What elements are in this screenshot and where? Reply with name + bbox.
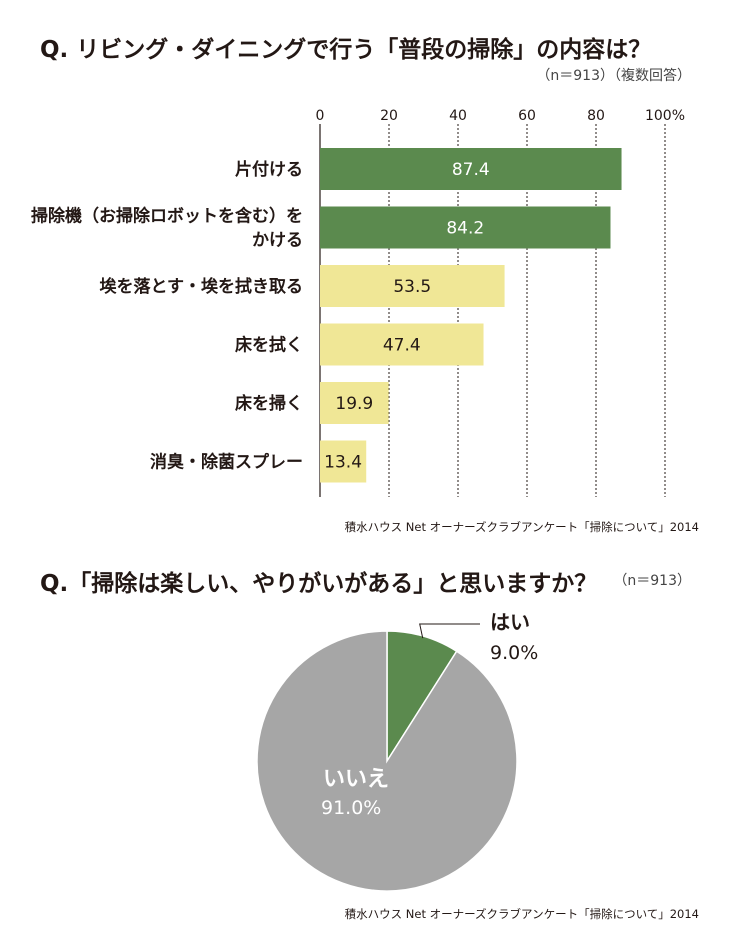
bar-chart-title: Q. リビング・ダイニングで行う「普段の掃除」の内容は？ [40, 37, 652, 63]
x-tick-label: 100% [645, 108, 685, 124]
pie-chart-title: Q.「掃除は楽しい、やりがいがある」と思いますか？ [40, 571, 598, 597]
category-label: 掃除機（お掃除ロボットを含む）を [31, 206, 303, 227]
bar [320, 148, 622, 190]
bar-chart-subtitle: （n＝913）（複数回答） [536, 68, 691, 84]
bar [320, 206, 611, 249]
bar-value-label: 13.4 [324, 453, 362, 473]
leader-line [419, 623, 480, 639]
category-label: 埃を落とす・埃を拭き取る [100, 276, 304, 297]
category-label: かける [252, 231, 303, 251]
x-tick-label: 0 [316, 108, 325, 124]
pie-value-label: 91.0% [321, 797, 381, 819]
bar [320, 440, 367, 483]
bar-value-label: 19.9 [335, 394, 373, 414]
pie-value-label: 9.0% [490, 642, 538, 664]
pie-chart-subtitle: （n＝913） [613, 573, 691, 589]
bar [320, 323, 484, 366]
x-tick-label: 20 [380, 108, 398, 124]
bar-value-label: 47.4 [383, 336, 421, 356]
x-tick-label: 40 [449, 108, 467, 124]
bar-chart: 0 20 40 60 80 100% 87.4 片付ける 84.2 掃除機（お掃除ロボットを含む）… [31, 108, 685, 497]
bar [320, 265, 505, 307]
category-label: 消臭・除菌スプレー [150, 452, 303, 473]
x-tick-label: 60 [518, 108, 536, 124]
pie-slice-label: はい [490, 610, 530, 634]
bar-chart-source: 積水ハウス Net オーナーズクラブアンケート「掃除について」2014 [344, 520, 699, 534]
pie-chart-source: 積水ハウス Net オーナーズクラブアンケート「掃除について」2014 [344, 907, 699, 921]
bar-value-label: 84.2 [446, 219, 484, 239]
category-label: 床を拭く [235, 335, 303, 356]
bar-value-label: 53.5 [393, 277, 431, 297]
pie-slice-label: いいえ [323, 767, 389, 792]
x-tick-label: 80 [587, 108, 605, 124]
category-label: 片付ける [235, 159, 303, 180]
bar-value-label: 87.4 [452, 160, 490, 180]
bar [320, 382, 389, 424]
pie-slice [256, 630, 518, 892]
category-label: 床を掃く [235, 393, 303, 414]
